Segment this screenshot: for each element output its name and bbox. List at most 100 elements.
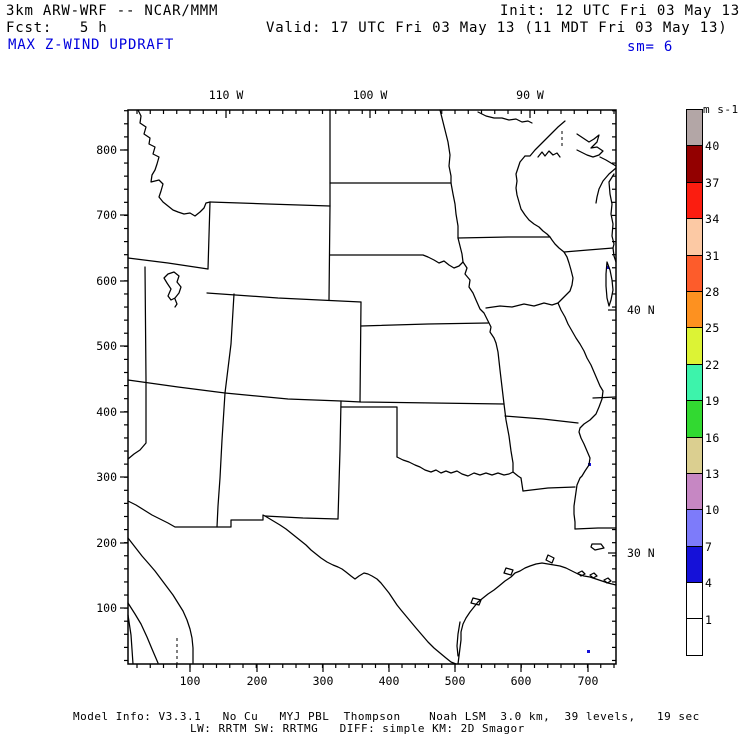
border-iowa-missouri xyxy=(485,302,559,309)
green-bay-shore xyxy=(595,167,617,204)
x-axis-label: 600 xyxy=(511,674,532,688)
init-time: Init: 12 UTC Fri 03 May 13 xyxy=(500,3,740,19)
border-37n xyxy=(224,392,505,405)
border-oklahoma-arkansas xyxy=(503,403,514,473)
border-41n xyxy=(206,292,362,303)
lake-pontchartrain xyxy=(590,543,605,551)
border-newmexico-east xyxy=(337,400,342,520)
galveston-bay xyxy=(545,554,555,564)
border-wyoming-east xyxy=(328,205,331,301)
great-salt-lake xyxy=(163,271,182,308)
border-arkansas-louisiana xyxy=(522,486,576,492)
colorbar-level-label: 7 xyxy=(705,539,713,554)
model-info-line2: LW: RRTM SW: RRTMG DIFF: simple KM: 2D S… xyxy=(190,722,525,735)
updraft-speck xyxy=(606,266,609,269)
border-wisconsin-illinois xyxy=(563,247,614,253)
colorbar-level-label: 4 xyxy=(705,576,713,591)
y-axis-label: 300 xyxy=(96,470,117,484)
y-axis-label: 500 xyxy=(96,339,117,353)
border-kansas-missouri xyxy=(495,342,505,405)
state-borders xyxy=(127,109,617,665)
border-missouri-arkansas xyxy=(504,415,579,424)
border-mississippi-river xyxy=(515,155,604,530)
latitude-label: 30 N xyxy=(627,546,655,560)
longitude-label: 90 W xyxy=(516,88,544,102)
corpus-christi-bay xyxy=(470,597,482,606)
gulf-coastline xyxy=(457,562,617,665)
baja-coast xyxy=(127,614,134,665)
colorbar-segment xyxy=(686,400,703,438)
colorbar-level-label: 19 xyxy=(705,394,720,409)
border-red-river xyxy=(396,456,522,479)
border-louisiana-mississippi xyxy=(574,527,617,530)
y-axis-label: 100 xyxy=(96,601,117,615)
border-texas-arkansas xyxy=(520,477,524,492)
colorbar xyxy=(686,109,703,656)
laguna-madre xyxy=(456,621,461,657)
x-axis-label: 700 xyxy=(578,674,599,688)
border-northdakota-minnesota xyxy=(439,109,452,184)
colorbar-level-label: 34 xyxy=(705,212,720,227)
forecast-hour: Fcst: 5 h xyxy=(6,20,108,36)
colorbar-segment xyxy=(686,582,703,620)
lake-superior-north-shore xyxy=(477,111,533,124)
colorbar-level-label: 16 xyxy=(705,430,720,445)
matagorda-bay xyxy=(503,567,514,576)
border-idaho-montana xyxy=(137,109,211,217)
colorbar-segment xyxy=(686,290,703,329)
border-southdakota-minnesota xyxy=(450,182,459,239)
field-title: MAX Z-WIND UPDRAFT xyxy=(8,37,175,53)
colorbar-segment xyxy=(686,254,703,292)
x-axis-label: 400 xyxy=(379,674,400,688)
border-nevada-utah-arizona xyxy=(127,266,147,460)
colorbar-level-label: 25 xyxy=(705,321,720,336)
x-axis-label: 500 xyxy=(445,674,466,688)
border-utah-arizona xyxy=(127,379,226,394)
valid-time: Valid: 17 UTC Fri 03 May 13 (11 MDT Fri … xyxy=(266,20,728,36)
axis-labels: 100 200 300 400 500 600 700 800 700 600 500 400 300 2… xyxy=(96,88,655,688)
updraft-speck xyxy=(587,650,590,653)
x-axis-label: 100 xyxy=(180,674,201,688)
x-axis-label: 300 xyxy=(313,674,334,688)
colorbar-units: m s-1 xyxy=(703,103,739,116)
border-arizona-newmexico xyxy=(216,392,226,528)
border-montana-wyoming xyxy=(209,201,331,207)
border-missouri-river xyxy=(462,261,497,344)
colorbar-segment xyxy=(686,509,703,547)
louisiana-marsh xyxy=(577,570,612,584)
border-rio-grande xyxy=(264,515,457,665)
border-southdakota-nebraska xyxy=(329,254,464,269)
lake-superior-south-shore xyxy=(524,120,566,157)
colorbar-segment xyxy=(686,218,703,256)
colorbar-level-label: 28 xyxy=(705,285,720,299)
border-wyoming-west xyxy=(207,201,211,270)
sonora-coast xyxy=(127,537,194,664)
colorbar-segment xyxy=(686,618,703,656)
border-utah-colorado xyxy=(224,293,235,394)
sonora-chihuahua-line xyxy=(127,602,159,664)
colorbar-segment xyxy=(686,545,703,584)
border-texas-newmexico-south xyxy=(264,515,339,520)
colorbar-segment xyxy=(686,327,703,365)
colorbar-level-label: 13 xyxy=(705,467,720,481)
colorbar-segment xyxy=(686,472,703,511)
lake-michigan-sliver xyxy=(605,261,614,307)
y-axis-label: 600 xyxy=(96,274,117,288)
model-title: 3km ARW-WRF -- NCAR/MMM xyxy=(6,3,219,19)
map-frame xyxy=(127,109,617,665)
border-texas-panhandle xyxy=(340,406,398,458)
colorbar-segment xyxy=(686,145,703,183)
colorbar-segment xyxy=(686,109,703,147)
colorbar-segment xyxy=(686,436,703,474)
colorbar-level-label: 37 xyxy=(705,175,720,190)
border-colorado-east xyxy=(359,301,362,403)
border-big-sioux-river xyxy=(457,237,464,263)
axis-ticks xyxy=(120,110,616,672)
y-axis-label: 700 xyxy=(96,208,117,222)
colorbar-level-label: 10 xyxy=(705,503,720,518)
latitude-label: 40 N xyxy=(627,303,655,317)
mexico-border-bootheel xyxy=(127,500,266,528)
lake-michigan-shore xyxy=(608,173,617,263)
colorbar-segment xyxy=(686,363,703,402)
